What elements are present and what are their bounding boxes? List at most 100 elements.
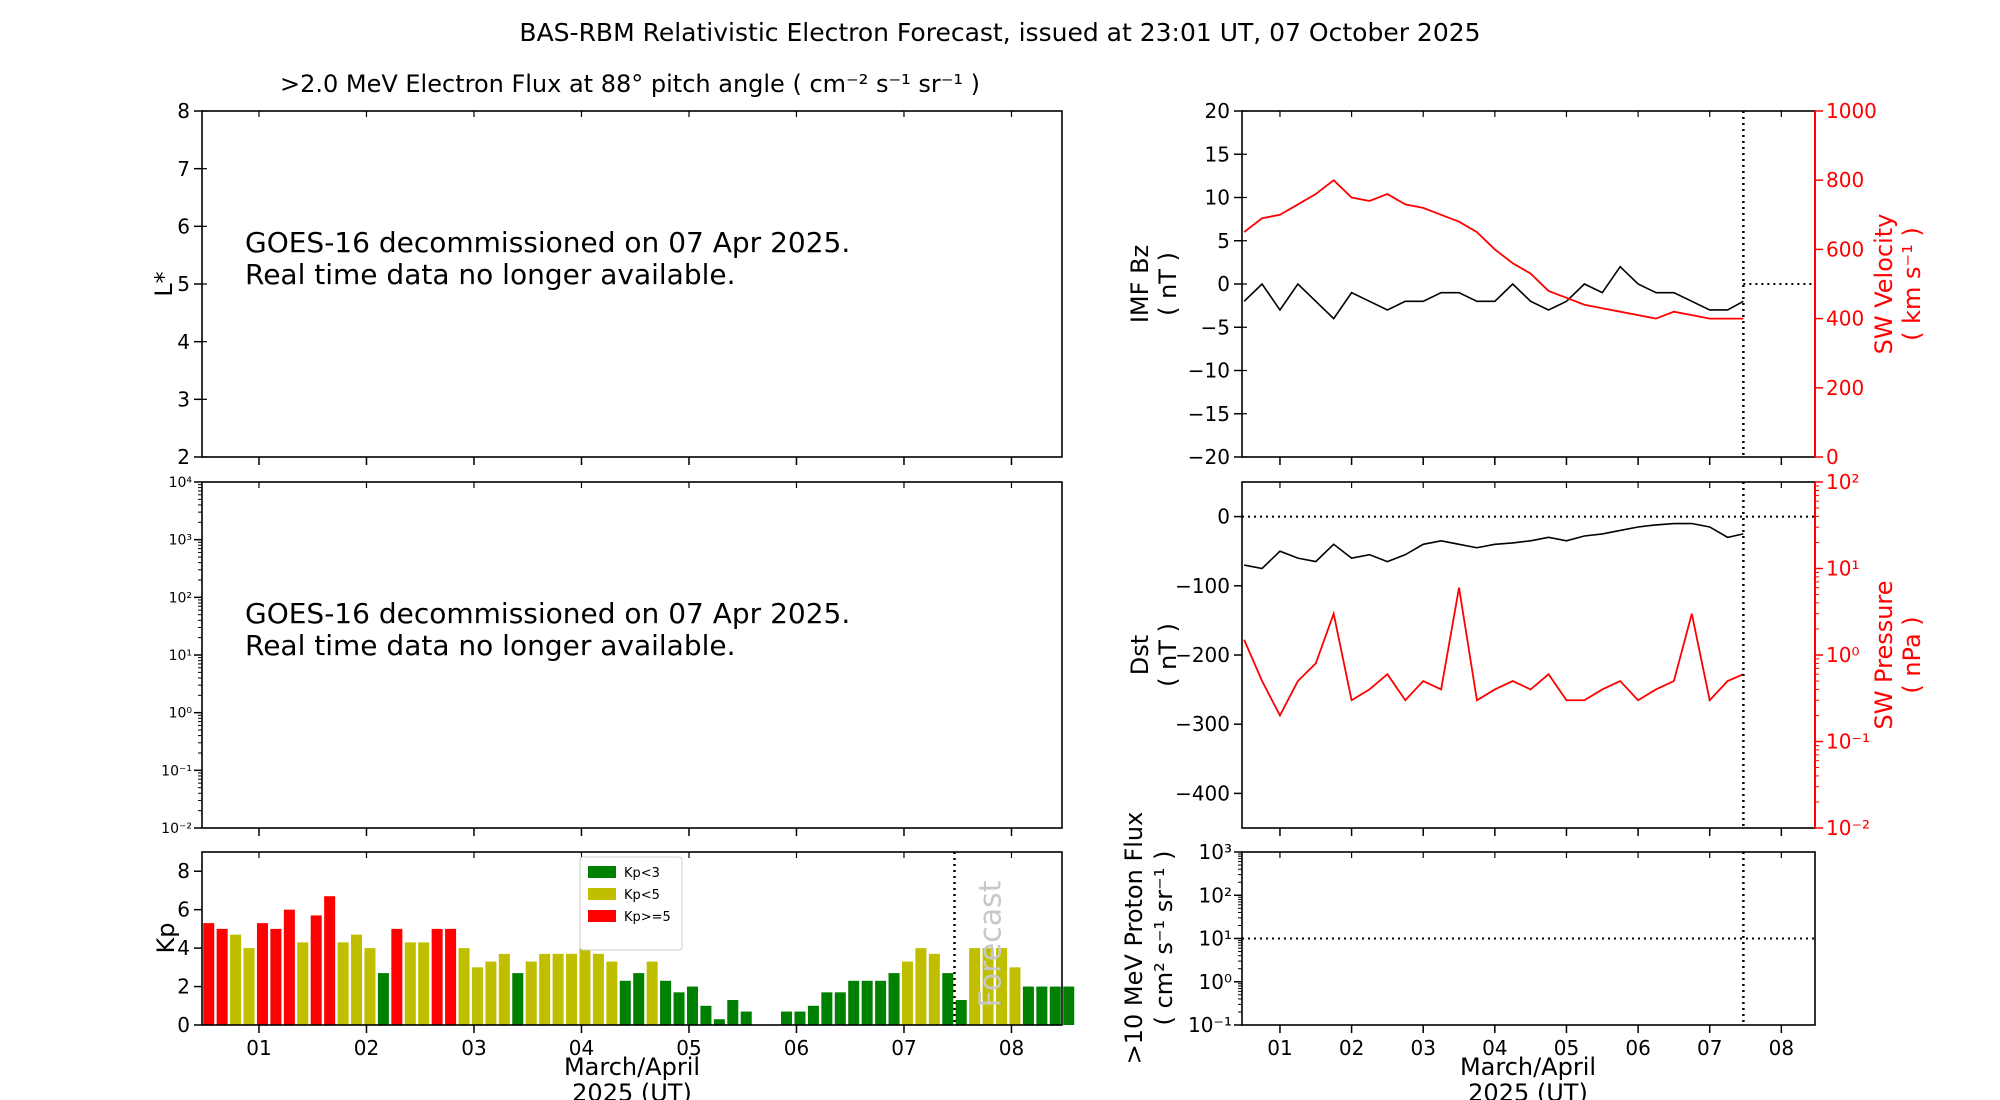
dst-plot-area [1242,482,1815,828]
sw-velocity-line [1243,179,1744,320]
imf-x-ticks [1279,111,1783,465]
kp-bar [646,961,658,1025]
kp-bar [781,1011,793,1025]
kp-bar [1049,986,1061,1025]
flux-x-ticks [258,111,1013,465]
kp-bar [996,948,1008,1025]
kp-bar [888,973,900,1025]
kp-bar [1022,986,1034,1025]
kp-bar [821,992,833,1025]
kp-y-tick-label: 2 [177,975,190,999]
kp-bar [351,934,363,1025]
dst-y-tick-label: −400 [1175,781,1230,805]
kp-bars [203,896,1075,1025]
imf-y-tick-label: 15 [1205,142,1230,166]
imf-y2-tick-label: 0 [1826,445,1839,469]
kp-bar [525,961,537,1025]
proton-x-tick-label: 08 [1769,1036,1794,1060]
kp-bar [848,980,860,1025]
kp-legend-swatch-low [588,866,616,878]
flux-log-panel: 10⁻² 10⁻¹ 10⁰ 10¹ 10² 10³ 10⁴ GOES-16 decommis… [161,475,1063,837]
imf-y2-tick-label: 200 [1826,376,1864,400]
kp-bar [364,948,376,1025]
kp-legend-swatch-mid [588,888,616,900]
kp-bar [942,973,954,1025]
flux-log-message-line2: Real time data no longer available. [245,629,736,662]
kp-bar [955,1000,967,1025]
kp-x-tick-label: 05 [676,1036,701,1060]
kp-bar [458,948,470,1025]
proton-x-tick-label: 04 [1482,1036,1507,1060]
kp-bar [633,973,645,1025]
kp-bar [794,1011,806,1025]
kp-y-tick-label: 0 [177,1013,190,1037]
kp-legend: Kp<3 Kp<5 Kp>=5 [579,856,683,951]
kp-x-tick-label: 04 [569,1036,594,1060]
kp-x-ticks: 01 02 03 04 05 06 07 08 [246,852,1024,1060]
kp-bar [243,948,255,1025]
kp-bar [660,980,672,1025]
kp-bar [270,928,282,1025]
kp-bar [324,896,336,1025]
dst-y-tick-label: −200 [1175,643,1230,667]
kp-bar [445,928,457,1025]
dst-y-tick-label: −100 [1175,574,1230,598]
imf-y-tick-label: 0 [1217,272,1230,296]
kp-x-tick-label: 07 [891,1036,916,1060]
kp-bar [283,909,295,1025]
dst-y-label-line2: ( nT ) [1154,623,1182,687]
flux-log-x-ticks [258,482,1013,836]
proton-y-tick-label: 10² [1199,883,1232,907]
kp-bar [901,961,913,1025]
kp-bar [337,942,349,1025]
flux-log-y-tick-label: 10⁻² [161,821,192,837]
kp-bar [418,942,430,1025]
proton-x-ticks: 01 02 03 04 05 06 07 08 [1267,852,1794,1060]
kp-bar [1036,986,1048,1025]
flux-message-line2: Real time data no longer available. [245,258,736,291]
kp-x-tick-label: 06 [784,1036,809,1060]
flux-log-y-tick-label: 10⁴ [169,475,193,491]
imf-y-label-line1: IMF Bz [1126,245,1154,323]
kp-y-tick-label: 6 [177,898,190,922]
kp-x-label-line2: 2025 (UT) [572,1079,692,1100]
kp-bar [498,953,510,1025]
proton-x-label-line1: March/April [1460,1053,1596,1081]
kp-legend-label-high: Kp>=5 [624,910,671,925]
imf-plot-area [1242,111,1815,457]
flux-y-tick-label: 7 [177,157,190,181]
imf-panel: −20 −15 −10 −5 0 5 10 15 20 0 200 400 600 800 1000 IM… [1126,99,1926,469]
flux-log-y-tick-label: 10³ [169,533,192,549]
kp-y-tick-label: 8 [177,859,190,883]
imf-y-ticks: −20 −15 −10 −5 0 5 10 15 20 [1188,99,1247,469]
flux-message-line1: GOES-16 decommissioned on 07 Apr 2025. [245,226,850,259]
flux-y-label: L* [150,271,178,296]
kp-bar [431,928,443,1025]
sw-velocity-label-line1: SW Velocity [1870,214,1898,355]
imf-y-tick-label: 10 [1205,186,1230,210]
flux-log-plot-area [201,481,1063,829]
kp-x-tick-label: 01 [246,1036,271,1060]
dst-y-ticks: −400 −300 −200 −100 0 [1175,505,1242,805]
dst-y2-tick-label: 10⁻¹ [1826,730,1870,754]
dst-y2-tick-label: 10⁻² [1826,816,1870,840]
kp-bar [471,967,483,1025]
kp-bar [552,953,564,1025]
kp-legend-frame [579,856,683,951]
imf-y2-tick-label: 1000 [1826,99,1877,123]
dst-y-tick-label: 0 [1217,505,1230,529]
dst-y2-tick-label: 10⁰ [1826,643,1859,667]
proton-x-tick-label: 05 [1554,1036,1579,1060]
flux-y-tick-label: 5 [177,272,190,296]
imf-y2-tick-label: 600 [1826,237,1864,261]
kp-bar [404,942,416,1025]
imf-y2-tick-label: 400 [1826,307,1864,331]
flux-y-tick-label: 8 [177,99,190,123]
kp-bar [310,915,322,1025]
imf-y2-ticks: 0 200 400 600 800 1000 [1814,99,1877,469]
sw-pressure-label-line2: ( nPa ) [1898,616,1926,693]
proton-x-tick-label: 03 [1410,1036,1435,1060]
kp-bar [592,953,604,1025]
flux-y-tick-label: 4 [177,330,190,354]
